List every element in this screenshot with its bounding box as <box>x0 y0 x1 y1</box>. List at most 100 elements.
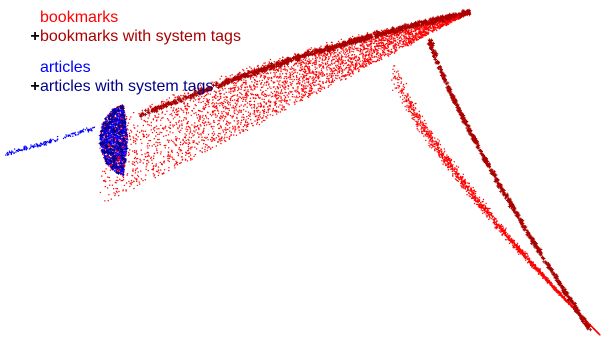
bookmarks-point <box>145 166 147 168</box>
bookmarks-point <box>256 80 258 83</box>
bookmarks-point <box>236 113 238 116</box>
bookmarks-point <box>226 120 228 122</box>
bookmarks-point <box>185 158 187 160</box>
bookmarks-point <box>352 51 355 53</box>
bookmarks-point <box>198 119 200 122</box>
bookmarks-point <box>219 78 221 80</box>
bookmarks-point <box>372 50 374 52</box>
bookmarks-point <box>139 161 141 163</box>
bookmarks-point <box>399 42 401 44</box>
bookmarks-point <box>383 44 386 47</box>
bookmarks-point <box>213 110 215 112</box>
bookmarks-point <box>176 137 178 139</box>
bookmarks-point <box>328 73 331 75</box>
bookmarks-point <box>524 251 526 253</box>
bookmarks-point <box>156 116 158 119</box>
bookmarks-point <box>305 77 308 79</box>
bookmarks-point <box>244 82 247 84</box>
bookmarks-point <box>299 70 302 72</box>
bookmarks-point <box>186 142 188 144</box>
bookmarks-point <box>174 167 176 169</box>
bookmarks-point <box>440 24 442 27</box>
bookmarks-point <box>390 48 393 51</box>
bookmarks-point <box>211 96 214 98</box>
bookmarks-point <box>293 69 295 71</box>
bookmarks-point <box>276 80 278 82</box>
bookmarks-point <box>160 151 162 153</box>
bookmarks-point <box>230 134 232 137</box>
bookmarks-point <box>144 121 147 123</box>
bookmarks-point <box>335 69 338 72</box>
bookmarks-point <box>194 153 197 156</box>
bookmarks-point <box>238 109 241 111</box>
bookmarks-point <box>265 103 267 105</box>
bookmarks-point <box>172 118 175 120</box>
bookmarks-point <box>354 65 357 68</box>
bookmarks-point <box>128 118 131 121</box>
bookmarks-point <box>326 62 329 64</box>
bookmarks-point <box>265 102 268 104</box>
bookmarks-point <box>358 69 360 71</box>
bookmarks-point <box>291 73 294 76</box>
bookmarks-point <box>249 66 251 68</box>
bookmarks-point <box>112 188 115 190</box>
bookmarks-point <box>185 139 187 142</box>
bookmarks-point <box>398 91 400 94</box>
bookmarks-point <box>219 140 221 142</box>
bookmarks-point <box>359 64 361 67</box>
bookmarks-point <box>196 126 198 128</box>
bookmarks-point <box>175 160 177 162</box>
bookmarks-point <box>495 223 498 225</box>
bookmarks-point <box>199 116 201 118</box>
bookmarks-point <box>279 58 281 60</box>
bookmarks-point <box>309 84 312 87</box>
bookmarks-point <box>345 54 347 56</box>
bookmarks-point <box>175 136 177 138</box>
bookmarks-point <box>220 127 222 129</box>
bookmarks-point <box>212 111 214 114</box>
bookmarks-point <box>393 83 395 85</box>
bookmarks-point <box>136 180 138 183</box>
bookmarks-point <box>415 32 418 34</box>
bookmarks-point <box>360 49 362 51</box>
bookmarks-point <box>292 72 295 75</box>
bookmarks-point <box>158 133 160 135</box>
bookmarks-point <box>215 137 218 139</box>
bookmarks-point <box>363 47 366 50</box>
bookmarks-point <box>217 110 219 112</box>
bookmarks-point <box>303 68 306 71</box>
bookmarks-point <box>234 94 236 97</box>
bookmarks-point <box>259 89 262 91</box>
bookmarks-point <box>368 52 370 54</box>
bookmarks-point <box>157 166 160 168</box>
bookmarks-point <box>372 52 374 55</box>
bookmarks-point <box>231 99 234 102</box>
bookmarks-point <box>423 26 426 28</box>
bookmarks-point <box>217 96 219 98</box>
bookmarks-point <box>176 151 178 154</box>
bookmarks-point <box>426 31 428 33</box>
bookmarks-point <box>400 37 403 39</box>
bookmarks-point <box>408 41 411 43</box>
bookmarks-point <box>229 135 231 138</box>
bookmarks-point <box>250 89 252 91</box>
bookmarks-point <box>271 92 274 95</box>
bookmarks-point <box>183 111 185 113</box>
bookmarks-point <box>277 88 279 90</box>
bookmarks-point <box>266 72 269 74</box>
bookmarks-point <box>128 132 131 135</box>
bookmarks-point <box>319 56 321 59</box>
bookmarks-point <box>367 54 370 57</box>
bookmarks-point <box>272 107 275 110</box>
bookmarks-point <box>249 84 251 87</box>
bookmarks-point <box>359 47 361 50</box>
bookmarks-point <box>319 63 321 66</box>
bookmarks-point <box>130 131 133 133</box>
bookmarks-point <box>311 82 313 85</box>
bookmarks-point <box>116 188 119 190</box>
bookmarks-point <box>342 75 344 77</box>
bookmarks-point <box>220 115 222 117</box>
bookmarks-point <box>344 78 347 81</box>
bookmarks-point <box>262 90 264 93</box>
bookmarks-point <box>208 146 211 148</box>
